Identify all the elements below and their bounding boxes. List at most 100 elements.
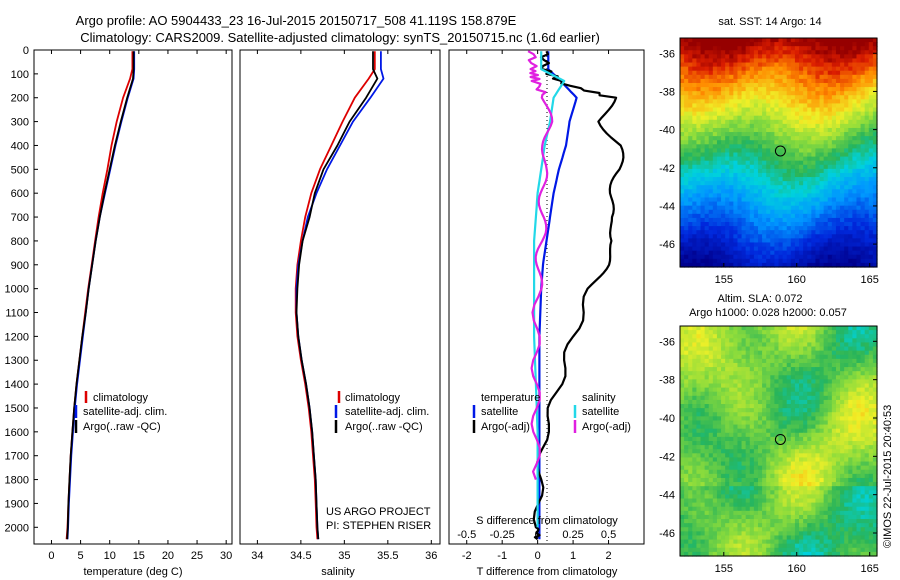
heatmap-cell xyxy=(745,453,751,459)
heatmap-cell xyxy=(774,185,780,190)
heatmap-cell xyxy=(823,383,829,389)
heatmap-cell xyxy=(823,254,829,260)
heatmap-cell xyxy=(704,379,710,385)
heatmap-cell xyxy=(786,461,792,467)
heatmap-cell xyxy=(840,254,845,260)
heatmap-cell xyxy=(716,242,722,248)
heatmap-cell xyxy=(864,254,870,260)
heatmap-cell xyxy=(725,449,730,454)
heatmap-cell xyxy=(737,250,743,256)
heatmap-cell xyxy=(749,103,755,109)
heatmap-cell xyxy=(700,213,706,219)
heatmap-cell xyxy=(770,58,775,64)
heatmap-cell xyxy=(868,424,874,430)
heatmap-cell xyxy=(700,350,706,356)
heatmap-cell xyxy=(794,148,800,154)
heatmap-cell xyxy=(778,205,784,211)
heatmap-cell xyxy=(786,193,792,199)
heatmap-cell xyxy=(712,42,718,47)
heatmap-cell xyxy=(741,412,747,417)
heatmap-cell xyxy=(741,506,747,512)
heatmap-cell xyxy=(753,445,759,450)
heatmap-cell xyxy=(872,189,878,194)
heatmap-cell xyxy=(782,226,788,231)
heatmap-cell xyxy=(680,246,685,252)
heatmap-cell xyxy=(864,346,870,352)
heatmap-cell xyxy=(737,441,743,446)
heatmap-cell xyxy=(712,379,718,385)
heatmap-cell xyxy=(745,424,751,430)
heatmap-cell xyxy=(840,189,845,194)
heatmap-cell xyxy=(835,148,841,154)
heatmap-cell xyxy=(700,477,706,483)
heatmap-cell xyxy=(852,330,858,335)
heatmap-cell xyxy=(790,197,796,203)
heatmap-cell xyxy=(700,99,706,105)
depth-tick-label: 1100 xyxy=(5,308,29,320)
heatmap-cell xyxy=(799,70,804,76)
heatmap-cell xyxy=(725,164,730,170)
heatmap-cell xyxy=(737,242,743,248)
heatmap-cell xyxy=(782,119,788,125)
heatmap-cell xyxy=(770,412,775,417)
heatmap-cell xyxy=(840,498,845,504)
heatmap-cell xyxy=(840,362,845,368)
heatmap-cell xyxy=(712,424,718,430)
heatmap-cell xyxy=(741,254,747,260)
heatmap-cell xyxy=(803,95,808,100)
heatmap-cell xyxy=(688,441,693,446)
heatmap-cell xyxy=(815,82,821,88)
heatmap-cell xyxy=(721,205,726,211)
heatmap-cell xyxy=(725,457,730,463)
heatmap-cell xyxy=(729,457,734,463)
heatmap-cell xyxy=(868,127,874,133)
heatmap-cell xyxy=(729,234,734,239)
heatmap-cell xyxy=(827,242,833,248)
heatmap-cell xyxy=(766,160,771,166)
heatmap-cell xyxy=(684,362,689,368)
heatmap-cell xyxy=(749,358,755,364)
heatmap-cell xyxy=(807,412,812,417)
heatmap-cell xyxy=(790,168,796,174)
heatmap-cell xyxy=(856,498,862,504)
heatmap-cell xyxy=(807,209,812,215)
heatmap-cell xyxy=(811,144,817,150)
heatmap-cell xyxy=(794,424,800,430)
heatmap-cell xyxy=(803,412,808,417)
heatmap-cell xyxy=(762,395,767,401)
heatmap-cell xyxy=(729,115,734,121)
heatmap-cell xyxy=(811,362,817,368)
heatmap-cell xyxy=(815,111,821,117)
heatmap-cell xyxy=(692,399,698,405)
heatmap-cell xyxy=(729,148,734,154)
heatmap-cell xyxy=(819,181,825,186)
heatmap-cell xyxy=(799,172,804,178)
heatmap-cell xyxy=(856,185,862,190)
heatmap-cell xyxy=(753,375,759,380)
heatmap-cell xyxy=(745,74,751,80)
heatmap-cell xyxy=(868,74,874,80)
heatmap-cell xyxy=(815,50,821,55)
heatmap-cell xyxy=(848,234,853,239)
heatmap-cell xyxy=(835,201,841,207)
heatmap-cell xyxy=(716,103,722,109)
heatmap-cell xyxy=(844,449,849,454)
heatmap-cell xyxy=(741,358,747,364)
heatmap-cell xyxy=(774,242,780,248)
heatmap-cell xyxy=(725,193,730,199)
heatmap-cell xyxy=(770,87,775,92)
heatmap-cell xyxy=(770,254,775,260)
heatmap-cell xyxy=(757,62,763,68)
heatmap-cell xyxy=(844,395,849,401)
heatmap-cell xyxy=(700,473,706,479)
heatmap-cell xyxy=(864,242,870,248)
heatmap-cell xyxy=(807,395,812,401)
heatmap-cell xyxy=(680,197,685,203)
heatmap-cell xyxy=(811,473,817,479)
heatmap-cell xyxy=(840,103,845,109)
heatmap-cell xyxy=(848,477,853,483)
heatmap-cell xyxy=(745,127,751,133)
heatmap-cell xyxy=(868,156,874,162)
heatmap-cell xyxy=(770,205,775,211)
heatmap-cell xyxy=(716,217,722,223)
